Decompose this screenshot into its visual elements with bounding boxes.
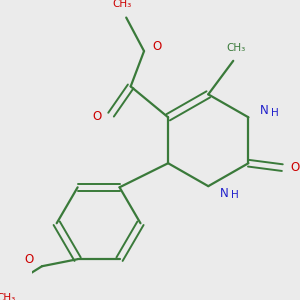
Text: N: N xyxy=(220,187,229,200)
Text: H: H xyxy=(231,190,239,200)
Text: O: O xyxy=(290,161,299,174)
Text: N: N xyxy=(260,104,269,117)
Text: H: H xyxy=(271,108,279,118)
Text: CH₃: CH₃ xyxy=(226,44,245,53)
Text: CH₃: CH₃ xyxy=(112,0,131,9)
Text: O: O xyxy=(25,253,34,266)
Text: CH₃: CH₃ xyxy=(0,293,16,300)
Text: O: O xyxy=(92,110,101,123)
Text: O: O xyxy=(152,40,161,53)
